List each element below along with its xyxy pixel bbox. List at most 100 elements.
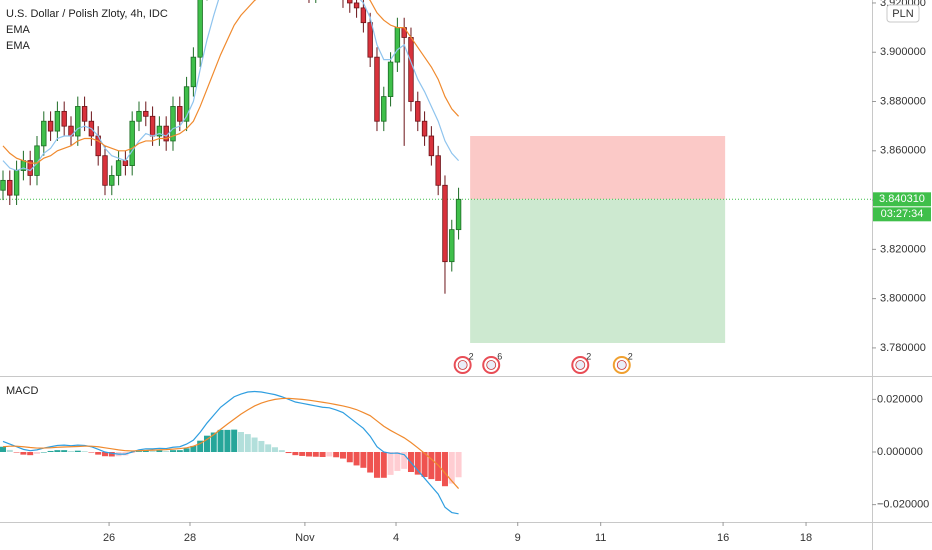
histogram-bar <box>326 452 333 457</box>
candle-body <box>394 27 401 63</box>
histogram-bar <box>6 449 13 452</box>
histogram-bar <box>224 429 231 452</box>
histogram-bar <box>95 452 102 455</box>
x-tick-label: 11 <box>595 532 606 544</box>
line-series <box>2 390 459 515</box>
histogram-bar <box>33 452 40 454</box>
candle-body <box>387 61 394 97</box>
macd-panel <box>0 390 462 515</box>
candle-body <box>7 179 13 196</box>
stop-zone <box>470 136 726 200</box>
histogram-bar <box>142 450 149 452</box>
currency: PLN <box>892 8 913 20</box>
histogram-bar <box>333 452 340 458</box>
line-series <box>2 0 460 164</box>
histogram-bar <box>271 447 278 452</box>
candle-body <box>129 120 135 166</box>
candle-body <box>197 0 203 58</box>
candle-body <box>75 106 81 137</box>
candle-body <box>115 160 122 176</box>
candle-body <box>54 110 61 132</box>
y-tick-label: 3.920000 <box>880 0 926 9</box>
x-tick-label: 16 <box>717 532 729 544</box>
candle-body <box>41 120 47 147</box>
target-zone <box>470 199 726 343</box>
countdown-box <box>873 207 931 222</box>
event-count: 2 <box>586 351 591 361</box>
candle-body <box>442 184 448 263</box>
legend-entry: EMA <box>6 40 31 52</box>
histogram-bar <box>135 451 142 452</box>
candle-body <box>102 155 108 186</box>
candle-body <box>408 37 414 102</box>
histogram-bar <box>244 434 251 452</box>
candle-body <box>136 110 142 122</box>
histogram-bar <box>339 452 346 459</box>
chart-title: U.S. Dollar / Polish Zloty, 4h, IDC <box>6 8 168 20</box>
histogram-bar <box>251 437 258 452</box>
histogram-bar <box>258 440 265 452</box>
histogram-bar <box>360 452 367 468</box>
price-panel: 2 6 2 2 <box>0 0 872 374</box>
histogram-bar <box>373 452 380 478</box>
histogram-bar <box>285 452 292 454</box>
histogram-bar <box>435 452 442 481</box>
histogram-bar <box>210 432 217 452</box>
countdown: 03:27:34 <box>881 208 924 220</box>
candle-body <box>47 120 54 132</box>
candle-body <box>455 198 462 231</box>
histogram-bar <box>54 450 61 452</box>
candle-body <box>435 155 441 186</box>
candle-body <box>360 7 367 24</box>
last-price-label: 3.840310 <box>879 193 925 205</box>
x-tick-label: 26 <box>103 532 115 544</box>
histogram-bar <box>305 452 312 457</box>
histogram-bar <box>367 452 374 473</box>
x-tick-label: 9 <box>515 532 521 544</box>
histogram-bar <box>190 445 197 452</box>
histogram-bar <box>101 452 108 457</box>
y-tick-label: 3.900000 <box>880 46 926 58</box>
histogram-bar <box>81 451 88 452</box>
histogram-bar <box>237 432 244 452</box>
currency-box[interactable] <box>886 4 920 23</box>
histogram-bar <box>156 450 163 452</box>
y-tick-label: 3.860000 <box>880 145 926 157</box>
y-tick-label: 3.820000 <box>880 243 926 255</box>
y-tick-label: 3.880000 <box>880 95 926 107</box>
x-tick-label: 28 <box>184 532 196 544</box>
histogram-bar <box>319 452 326 457</box>
histogram-bar <box>27 452 34 456</box>
histogram-bar <box>169 450 176 452</box>
event-count: 2 <box>628 351 633 361</box>
candle-body <box>149 115 156 137</box>
y-tick-label: 3.780000 <box>880 342 926 354</box>
histogram-bar <box>441 452 448 487</box>
line-series <box>2 397 460 489</box>
y-tick-label: −0.020000 <box>877 499 929 511</box>
candle-body <box>183 86 190 122</box>
candle-body <box>374 56 380 122</box>
histogram-bar <box>217 429 224 452</box>
x-tick-label: 18 <box>800 532 812 544</box>
histogram-bar <box>0 446 6 452</box>
candle-body <box>122 160 129 166</box>
histogram-bar <box>292 452 299 456</box>
histogram-bar <box>299 452 306 456</box>
histogram-bar <box>74 450 81 452</box>
event-count: 2 <box>469 351 474 361</box>
histogram-bar <box>401 452 408 469</box>
histogram-bar <box>428 452 435 480</box>
histogram-bar <box>448 452 455 484</box>
candle-body <box>177 106 183 122</box>
candle-body <box>170 106 176 142</box>
histogram-bar <box>108 452 115 457</box>
candle-body <box>421 120 428 137</box>
y-tick-label: 0.020000 <box>877 393 923 405</box>
candle-body <box>190 56 197 88</box>
histogram-bar <box>149 450 156 452</box>
histogram-bar <box>265 444 272 452</box>
histogram-bar <box>421 452 428 477</box>
event-flag <box>486 360 497 370</box>
